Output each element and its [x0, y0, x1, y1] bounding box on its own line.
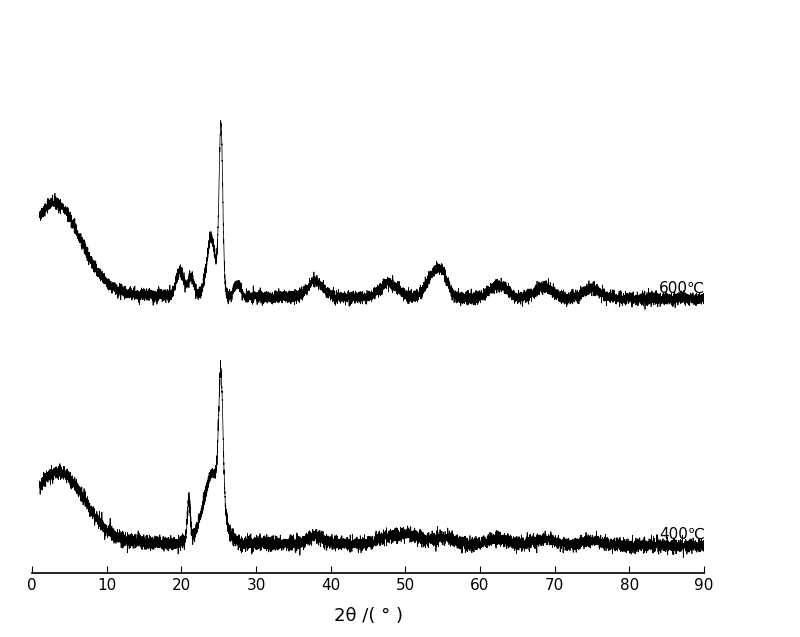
X-axis label: 2θ /( ° ): 2θ /( ° )	[334, 607, 402, 625]
Text: 600℃: 600℃	[659, 281, 706, 296]
Text: 400℃: 400℃	[659, 527, 706, 542]
